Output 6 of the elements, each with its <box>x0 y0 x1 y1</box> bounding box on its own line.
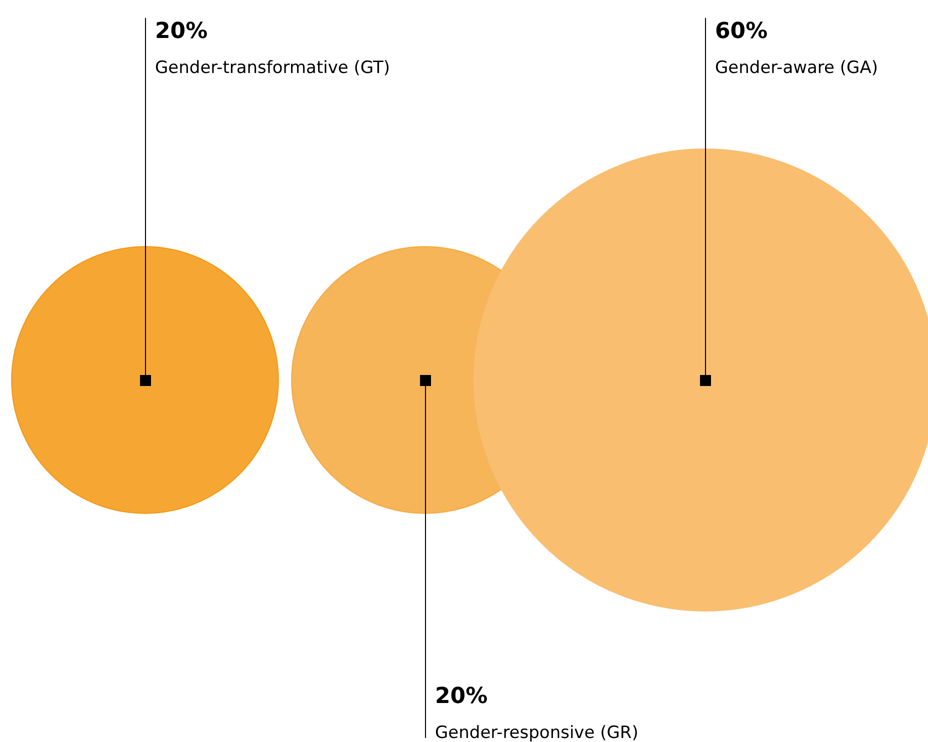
data-label: 60% <box>715 19 768 44</box>
category-label: Gender-aware (GA) <box>715 58 878 78</box>
data-label: 20% <box>435 684 488 709</box>
data-label: 20% <box>155 19 208 44</box>
category-label: Gender-responsive (GR) <box>435 723 638 742</box>
category-label: Gender-transformative (GT) <box>155 58 390 78</box>
